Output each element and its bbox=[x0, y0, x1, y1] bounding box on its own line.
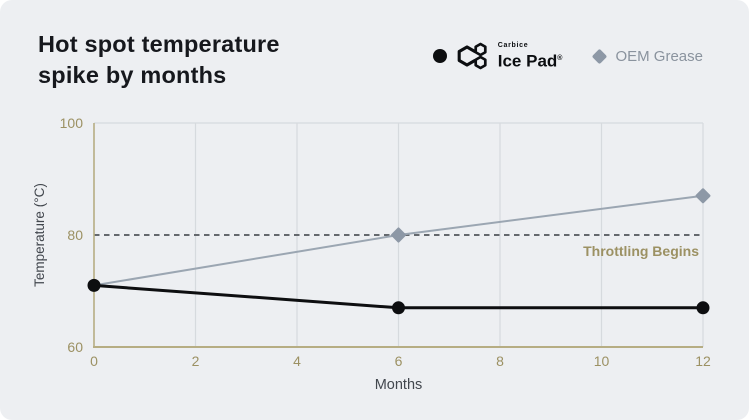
legend-item-ice-pad: Carbice Ice Pad® bbox=[432, 39, 563, 73]
oem-grease-label: OEM Grease bbox=[615, 47, 703, 65]
svg-text:8: 8 bbox=[496, 353, 504, 369]
svg-text:100: 100 bbox=[60, 115, 84, 131]
svg-text:80: 80 bbox=[67, 227, 83, 243]
legend: Carbice Ice Pad® OEM Grease bbox=[432, 39, 703, 73]
chart-title-line1: Hot spot temperature bbox=[38, 31, 280, 57]
svg-text:Temperature (°C): Temperature (°C) bbox=[32, 183, 47, 287]
chart-title: Hot spot temperature spike by months bbox=[38, 29, 280, 91]
svg-text:Months: Months bbox=[375, 377, 423, 393]
svg-text:0: 0 bbox=[90, 353, 98, 369]
svg-text:12: 12 bbox=[695, 353, 711, 369]
ice-pad-wordmark: Carbice Ice Pad® bbox=[498, 42, 563, 70]
chart-title-line2: spike by months bbox=[38, 62, 227, 88]
trademark-symbol: ® bbox=[557, 55, 563, 63]
svg-text:6: 6 bbox=[395, 353, 403, 369]
ice-pad-marker-icon bbox=[432, 49, 447, 63]
svg-text:Throttling Begins: Throttling Begins bbox=[583, 243, 699, 259]
svg-text:10: 10 bbox=[594, 353, 610, 369]
svg-text:60: 60 bbox=[67, 339, 83, 355]
ice-pad-label: Ice Pad® bbox=[497, 51, 563, 71]
svg-text:4: 4 bbox=[293, 353, 301, 369]
legend-item-oem-grease: OEM Grease bbox=[592, 47, 703, 65]
carbice-brand-text: Carbice bbox=[497, 42, 529, 50]
svg-text:2: 2 bbox=[192, 353, 200, 369]
carbice-logo-icon bbox=[457, 42, 487, 70]
